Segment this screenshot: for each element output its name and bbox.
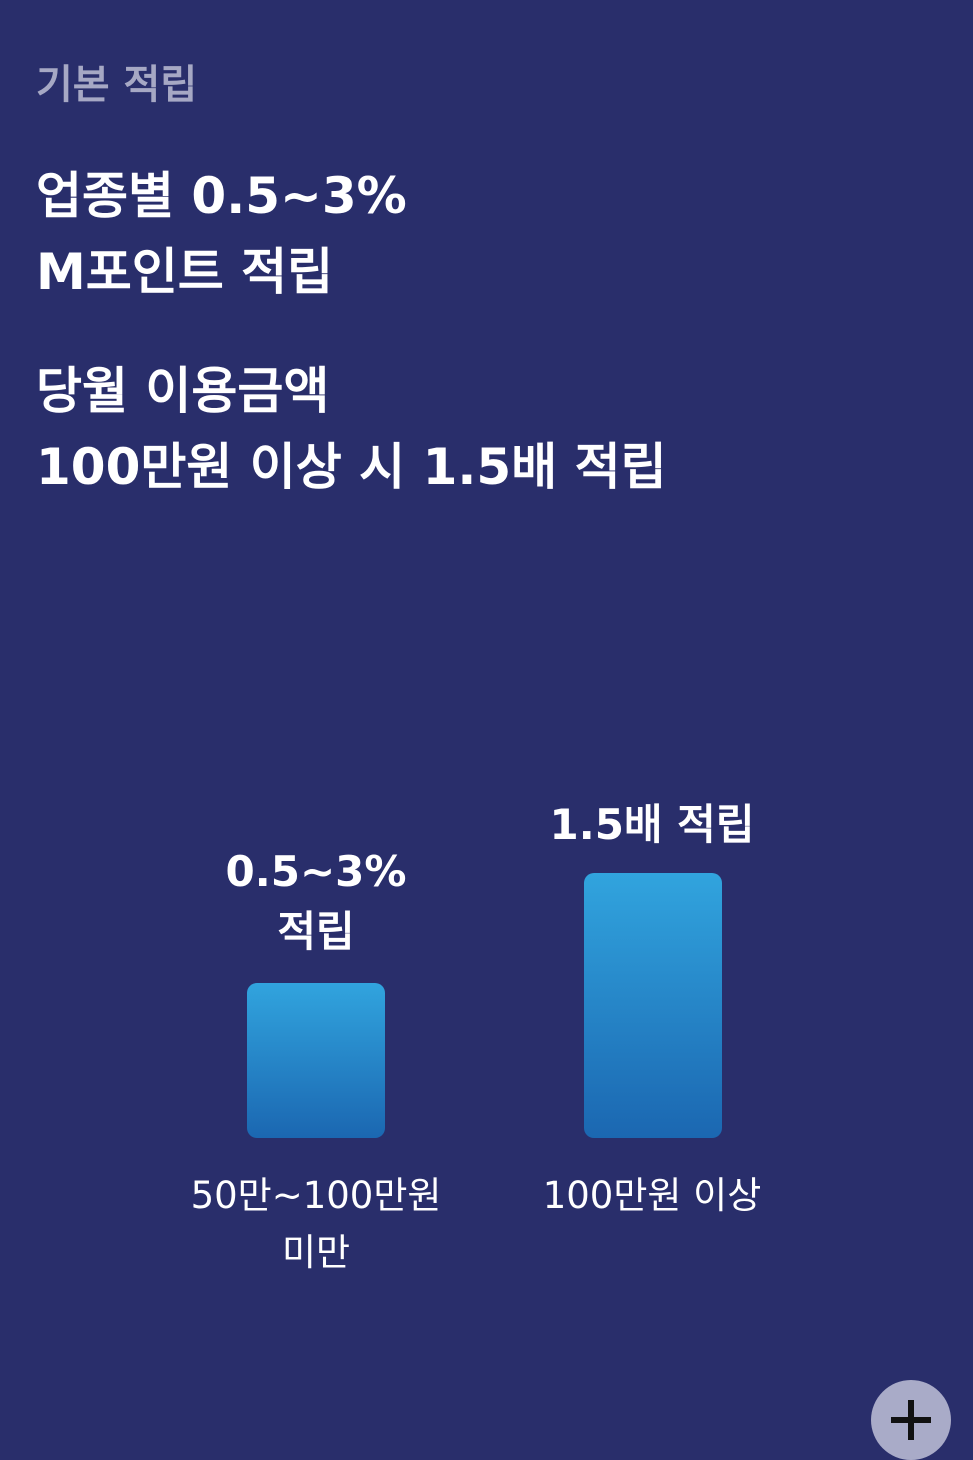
illustration-bar (584, 873, 722, 1138)
bar-caption: 1.5배 적립 (482, 795, 822, 855)
headline-line: M포인트 적립 (36, 243, 334, 301)
headline-line: 업종별 0.5~3% (36, 167, 407, 225)
subhead: 당월 이용금액 100만원 이상 시 1.5배 적립 (36, 353, 667, 505)
subhead-line: 당월 이용금액 (36, 362, 330, 420)
label-line: 100만원 이상 (542, 1174, 762, 1217)
bar-caption: 0.5~3% 적립 (146, 842, 486, 962)
caption-line: 1.5배 적립 (549, 800, 755, 849)
headline: 업종별 0.5~3% M포인트 적립 (36, 158, 407, 310)
label-line: 미만 (281, 1231, 351, 1274)
caption-line: 0.5~3% (225, 847, 407, 896)
caption-line: 적립 (277, 907, 355, 956)
bar-label: 50만~100만원 미만 (146, 1167, 486, 1281)
subhead-line: 100만원 이상 시 1.5배 적립 (36, 438, 667, 496)
illustration-bar (247, 983, 385, 1138)
label-line: 50만~100만원 (190, 1174, 442, 1217)
add-button[interactable] (871, 1380, 951, 1460)
bar-label: 100만원 이상 (482, 1167, 822, 1224)
section-label: 기본 적립 (36, 62, 198, 108)
